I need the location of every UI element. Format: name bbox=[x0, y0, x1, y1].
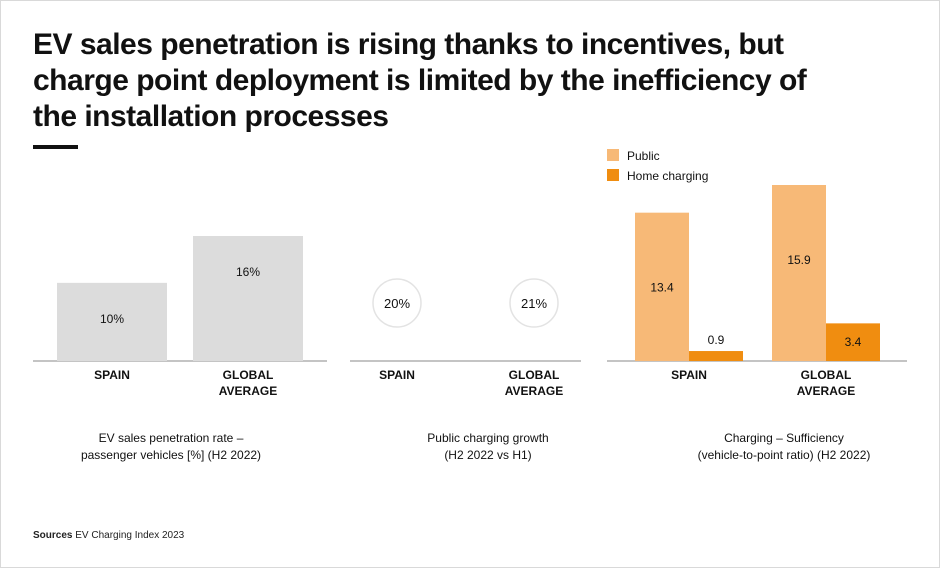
panel3-category-label-1: GLOBAL AVERAGE bbox=[797, 368, 855, 398]
panel3-bar-s0-1 bbox=[772, 185, 826, 361]
panel3-data-label-s1-1: 3.4 bbox=[845, 335, 862, 349]
panel3-caption: Charging – Sufficiency (vehicle-to-point … bbox=[698, 431, 871, 462]
title-underline bbox=[33, 145, 78, 149]
panel2-data-label-0: 20% bbox=[384, 296, 410, 311]
panel3-legend-swatch-0 bbox=[607, 149, 619, 161]
panel3-bar-s1-0 bbox=[689, 351, 743, 361]
panel1-data-label-1: 16% bbox=[236, 265, 260, 279]
panel3-category-label-0: SPAIN bbox=[671, 368, 707, 382]
panel1-bar-1 bbox=[193, 236, 303, 361]
page-title: EV sales penetration is rising thanks to… bbox=[33, 28, 807, 133]
panel1-bar-0 bbox=[57, 282, 167, 361]
panel1-data-label-0: 10% bbox=[100, 312, 124, 326]
panel3-legend-label-1: Home charging bbox=[627, 169, 708, 183]
panel1-category-label-0: SPAIN bbox=[94, 368, 130, 382]
panel1-category-label-1: GLOBAL AVERAGE bbox=[219, 368, 277, 398]
sources-note: Sources EV Charging Index 2023 bbox=[33, 530, 184, 541]
sources-text: EV Charging Index 2023 bbox=[75, 530, 185, 541]
panel3-data-label-s0-1: 15.9 bbox=[787, 253, 811, 267]
panel3-legend-swatch-1 bbox=[607, 169, 619, 181]
panel2-category-label-0: SPAIN bbox=[379, 368, 415, 382]
panel1-caption: EV sales penetration rate – passenger veh… bbox=[81, 431, 261, 462]
sources-label: Sources bbox=[33, 530, 73, 541]
panel2-value-circle-1 bbox=[509, 278, 559, 328]
panel3-bar-s0-0 bbox=[635, 212, 689, 361]
panel2-caption: Public charging growth (H2 2022 vs H1) bbox=[427, 431, 548, 462]
panel2-category-label-1: GLOBAL AVERAGE bbox=[505, 368, 563, 398]
panel2-data-label-1: 21% bbox=[521, 296, 547, 311]
panel3-data-label-s0-0: 13.4 bbox=[650, 281, 674, 295]
panel2-value-circle-0 bbox=[372, 278, 422, 328]
panel3-legend-label-0: Public bbox=[627, 149, 660, 163]
panel3-data-label-s1-0: 0.9 bbox=[708, 333, 725, 347]
panel3-bar-s1-1 bbox=[826, 323, 880, 361]
